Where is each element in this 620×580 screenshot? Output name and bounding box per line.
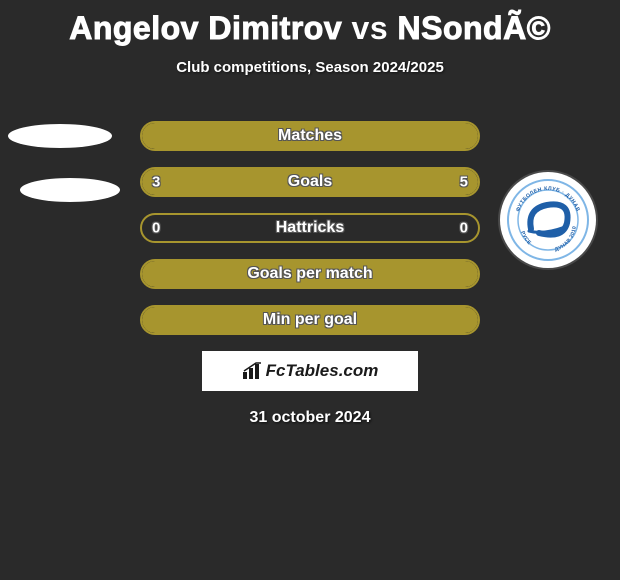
bar-track [140, 167, 480, 197]
page-title: Angelov Dimitrov vs NSondÃ© [0, 0, 620, 47]
club-badge-svg: ФУТБОЛЕН КЛУБ · ДУНАВ РУСЕ ДУНАВ 2010 [507, 179, 589, 261]
stat-row: Hattricks00 [140, 213, 480, 243]
stat-value-right: 5 [460, 174, 468, 191]
stat-row: Min per goal [140, 305, 480, 335]
stat-value-right: 0 [460, 220, 468, 237]
fctables-logo: FcTables.com [242, 361, 379, 381]
title-vs: vs [352, 10, 389, 46]
subtitle: Club competitions, Season 2024/2025 [0, 59, 620, 76]
bar-track [140, 121, 480, 151]
stat-value-left: 3 [152, 174, 160, 191]
stat-row: Goals35 [140, 167, 480, 197]
stat-row: Matches [140, 121, 480, 151]
bar-track [140, 213, 480, 243]
logo-text: FcTables.com [266, 361, 379, 381]
stat-value-left: 0 [152, 220, 160, 237]
bar-fill [142, 123, 478, 149]
logo-box: FcTables.com [202, 351, 418, 391]
bars-icon [242, 362, 264, 380]
bar-right-fill [268, 169, 478, 195]
player1-badge-placeholder-2 [20, 178, 120, 202]
date: 31 october 2024 [0, 409, 620, 427]
bar-left-fill [142, 169, 268, 195]
stat-row: Goals per match [140, 259, 480, 289]
bar-track [140, 305, 480, 335]
player1-badge-placeholder-1 [8, 124, 112, 148]
bar-track [140, 259, 480, 289]
title-player2: NSondÃ© [398, 10, 551, 46]
player2-club-badge: ФУТБОЛЕН КЛУБ · ДУНАВ РУСЕ ДУНАВ 2010 [500, 172, 596, 268]
bar-fill [142, 307, 478, 333]
bar-fill [142, 261, 478, 287]
title-player1: Angelov Dimitrov [69, 10, 342, 46]
